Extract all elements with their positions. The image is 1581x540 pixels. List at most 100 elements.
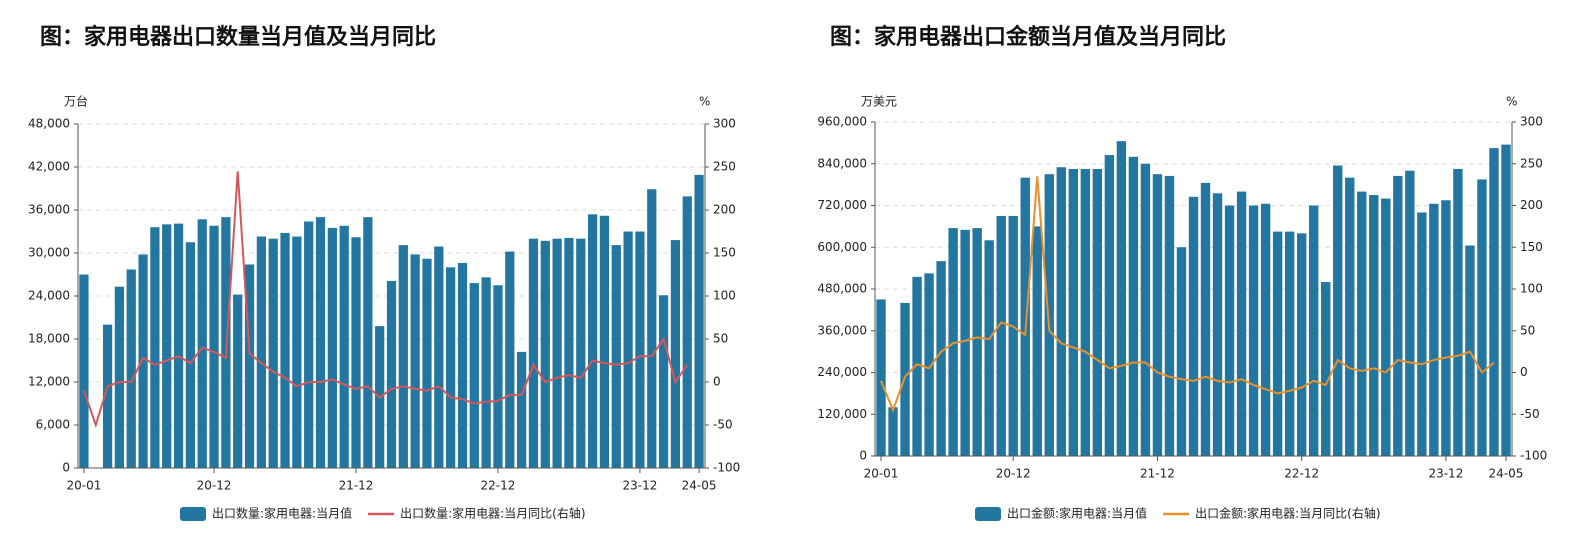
bar xyxy=(469,283,479,468)
bar xyxy=(670,240,681,468)
bar xyxy=(948,228,958,456)
bar xyxy=(1296,233,1307,456)
bar xyxy=(1200,182,1211,456)
legend-label: 出口金额:家用电器:当月值 xyxy=(1007,506,1147,521)
bar xyxy=(552,238,562,468)
bar xyxy=(102,324,113,468)
y2-tick-label: 200 xyxy=(713,203,736,217)
bar xyxy=(304,221,314,468)
x-tick-label: 20-12 xyxy=(197,479,232,493)
bar xyxy=(1393,175,1403,457)
y-tick-label: 48,000 xyxy=(28,117,70,131)
bar xyxy=(1068,168,1078,456)
bar xyxy=(1032,226,1042,456)
y2-tick-label: 200 xyxy=(1520,198,1543,212)
bar xyxy=(150,227,160,468)
bar xyxy=(1381,198,1391,456)
y2-tick-label: 0 xyxy=(1520,365,1528,379)
bar xyxy=(422,258,432,468)
bar xyxy=(876,299,886,456)
y-tick-label: 0 xyxy=(62,461,70,475)
bar xyxy=(1056,167,1066,456)
y-tick-label: 720,000 xyxy=(817,198,867,212)
y2-tick-label: 150 xyxy=(1520,240,1543,254)
y-tick-label: 18,000 xyxy=(28,332,70,346)
bar xyxy=(647,189,657,468)
bar xyxy=(1092,168,1103,456)
y-tick-label: 24,000 xyxy=(28,289,70,303)
y2-tick-label: 0 xyxy=(713,375,721,389)
bar xyxy=(972,228,982,456)
bar xyxy=(126,269,136,468)
bar xyxy=(694,174,704,468)
y-tick-label: 960,000 xyxy=(817,115,867,129)
bar xyxy=(1501,144,1511,457)
bar xyxy=(1152,174,1163,456)
bar xyxy=(1248,205,1259,456)
bar xyxy=(528,238,539,468)
bar xyxy=(960,229,970,456)
legend-swatch xyxy=(180,507,206,521)
bar xyxy=(268,238,278,468)
bar xyxy=(1224,205,1235,456)
bar xyxy=(1321,282,1331,456)
bar xyxy=(1104,155,1115,457)
bar xyxy=(79,274,89,468)
bar xyxy=(505,251,515,468)
bar xyxy=(351,237,361,468)
bar xyxy=(197,219,207,468)
y-tick-label: 0 xyxy=(859,449,867,463)
x-tick-label: 20-01 xyxy=(864,467,899,481)
bar xyxy=(1212,193,1223,456)
x-tick-label: 23-12 xyxy=(622,479,657,493)
y-tick-label: 120,000 xyxy=(817,407,867,421)
bar xyxy=(386,280,397,468)
y2-tick-label: 50 xyxy=(713,332,728,346)
bar xyxy=(410,254,420,468)
bar xyxy=(173,223,184,468)
chart-title: 图：家用电器出口数量当月值及当月同比 xyxy=(40,24,436,50)
bar xyxy=(1272,231,1283,456)
bar xyxy=(244,264,255,468)
y2-tick-label: -100 xyxy=(1520,449,1547,463)
bar xyxy=(576,238,586,468)
x-tick-label: 20-01 xyxy=(66,479,101,493)
bar xyxy=(1429,203,1439,456)
bar xyxy=(209,225,219,468)
y2-tick-label: 300 xyxy=(713,117,736,131)
bar xyxy=(1236,191,1247,457)
bar xyxy=(888,407,898,456)
legend-label: 出口数量:家用电器:当月值 xyxy=(212,506,352,521)
bar xyxy=(924,273,934,456)
bar xyxy=(517,351,527,468)
x-tick-label: 21-12 xyxy=(1140,467,1175,481)
x-tick-label: 24-05 xyxy=(682,479,717,493)
y-tick-label: 600,000 xyxy=(817,240,867,254)
bar xyxy=(1128,156,1139,456)
bar xyxy=(540,240,550,468)
y-tick-label: 36,000 xyxy=(28,203,70,217)
bar xyxy=(1176,247,1187,456)
line-series xyxy=(82,171,689,429)
legend-label: 出口金额:家用电器:当月同比(右轴) xyxy=(1195,506,1380,521)
x-tick-label: 22-12 xyxy=(1284,467,1319,481)
bar xyxy=(434,246,444,468)
bar xyxy=(457,263,468,468)
bar xyxy=(256,236,266,468)
bar xyxy=(138,254,148,468)
bar xyxy=(1369,195,1379,456)
y2-tick-label: -50 xyxy=(713,418,733,432)
bar xyxy=(327,227,337,468)
y-tick-label: 240,000 xyxy=(817,365,867,379)
bar xyxy=(481,277,491,468)
y2-tick-label: 300 xyxy=(1520,115,1543,129)
y2-tick-label: 50 xyxy=(1520,323,1535,337)
bar xyxy=(1489,148,1499,456)
bar xyxy=(658,295,669,468)
bar xyxy=(587,214,598,468)
y2-tick-label: 100 xyxy=(1520,282,1543,296)
bar xyxy=(1044,174,1054,456)
bar xyxy=(339,225,349,468)
bar xyxy=(682,196,692,468)
